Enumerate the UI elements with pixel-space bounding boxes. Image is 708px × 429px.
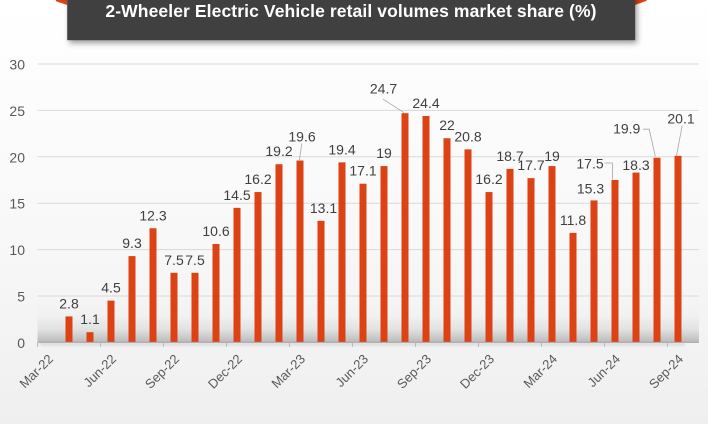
svg-text:17.5: 17.5 bbox=[576, 156, 603, 172]
svg-text:15: 15 bbox=[9, 196, 25, 212]
svg-text:10: 10 bbox=[9, 242, 25, 258]
svg-text:1.1: 1.1 bbox=[80, 311, 100, 327]
svg-text:20.1: 20.1 bbox=[667, 110, 694, 126]
svg-text:16.2: 16.2 bbox=[475, 171, 502, 187]
svg-text:19.4: 19.4 bbox=[328, 141, 355, 157]
svg-text:2.8: 2.8 bbox=[59, 295, 79, 311]
svg-text:24.7: 24.7 bbox=[370, 80, 397, 96]
svg-text:19: 19 bbox=[376, 145, 392, 161]
svg-text:0: 0 bbox=[17, 335, 25, 351]
svg-text:4.5: 4.5 bbox=[101, 280, 121, 296]
svg-text:19.9: 19.9 bbox=[613, 121, 640, 137]
svg-text:19.2: 19.2 bbox=[265, 143, 292, 159]
svg-text:5: 5 bbox=[17, 289, 25, 305]
svg-text:10.6: 10.6 bbox=[202, 223, 229, 239]
svg-text:17.7: 17.7 bbox=[517, 157, 544, 173]
svg-text:30: 30 bbox=[9, 57, 25, 73]
svg-text:11.8: 11.8 bbox=[560, 212, 586, 228]
svg-text:22: 22 bbox=[439, 117, 455, 133]
svg-text:15.3: 15.3 bbox=[577, 181, 604, 197]
svg-text:18.7: 18.7 bbox=[496, 148, 523, 164]
svg-text:19: 19 bbox=[544, 148, 560, 164]
svg-text:24.4: 24.4 bbox=[412, 95, 439, 111]
svg-text:12.3: 12.3 bbox=[139, 207, 166, 223]
svg-text:20: 20 bbox=[9, 149, 25, 165]
svg-text:9.3: 9.3 bbox=[122, 235, 142, 251]
svg-text:7.5: 7.5 bbox=[164, 252, 184, 268]
svg-text:14.5: 14.5 bbox=[223, 187, 250, 203]
svg-text:17.1: 17.1 bbox=[349, 163, 376, 179]
svg-text:18.3: 18.3 bbox=[622, 157, 649, 173]
svg-text:25: 25 bbox=[9, 103, 25, 119]
svg-text:20.8: 20.8 bbox=[454, 128, 481, 144]
svg-text:2-Wheeler Electric Vehicle ret: 2-Wheeler Electric Vehicle retail volume… bbox=[105, 1, 596, 21]
svg-text:19.6: 19.6 bbox=[288, 128, 315, 144]
svg-text:7.5: 7.5 bbox=[185, 252, 205, 268]
svg-text:13.1: 13.1 bbox=[310, 200, 337, 216]
svg-text:16.2: 16.2 bbox=[244, 171, 271, 187]
